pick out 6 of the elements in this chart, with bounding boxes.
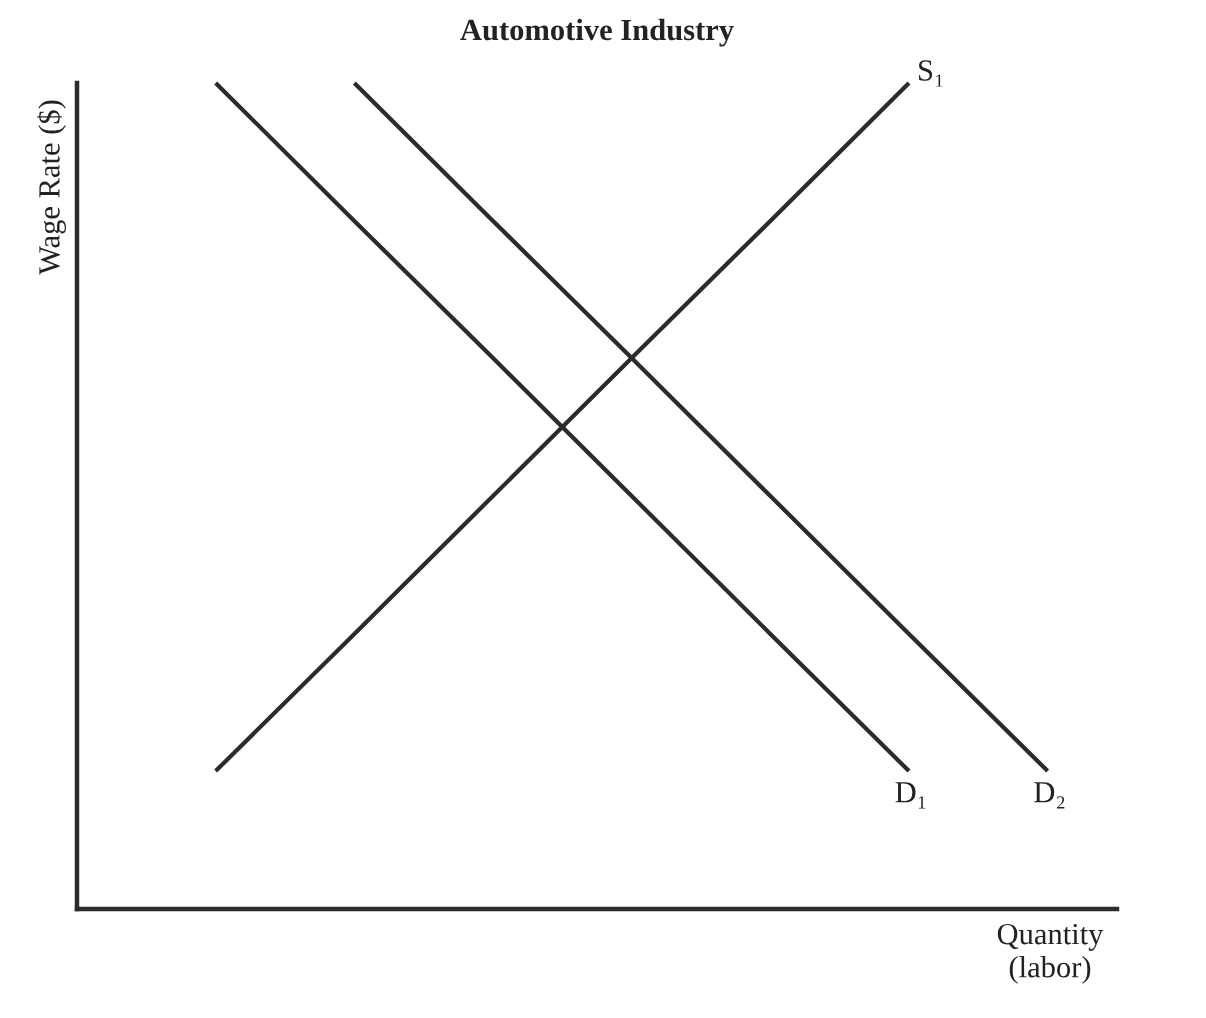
- x-axis-title: Quantity (labor): [997, 923, 1104, 984]
- series-label: S₁: [919, 60, 943, 87]
- series-label: D₁: [895, 782, 926, 809]
- y-axis-title: Wage Rate ($): [37, 100, 66, 275]
- series-label: D₂: [1034, 782, 1065, 809]
- chart-title: Automotive Industry: [460, 18, 734, 47]
